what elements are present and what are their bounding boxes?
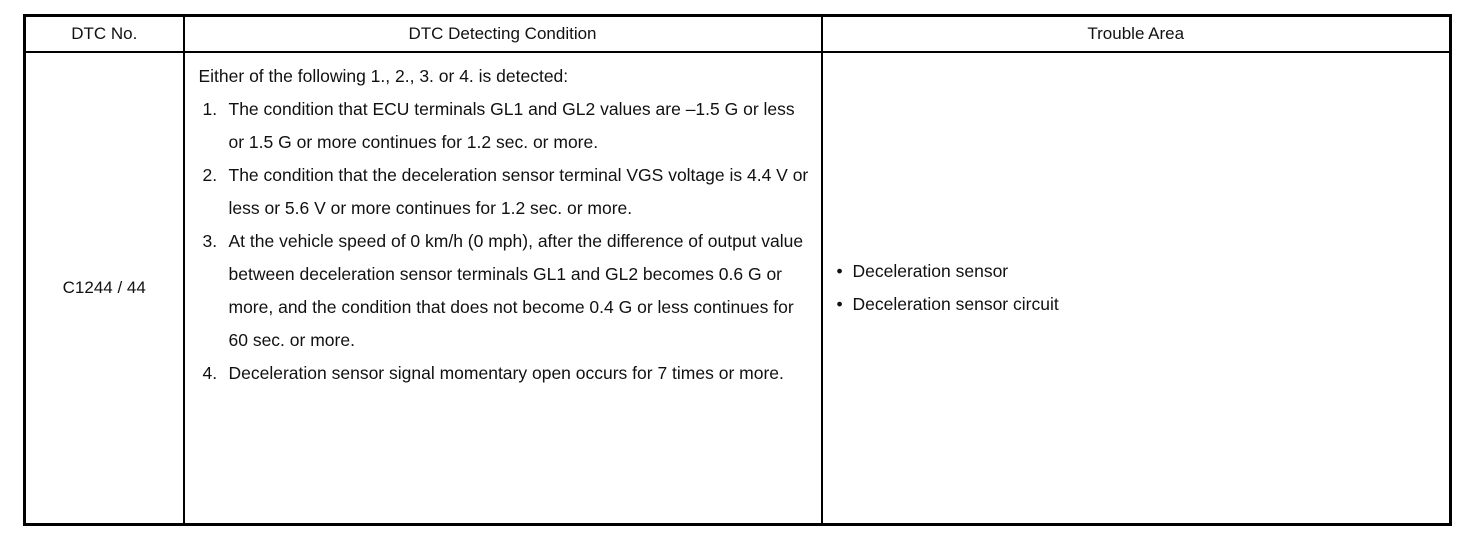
condition-text: At the vehicle speed of 0 km/h (0 mph), … [228,230,804,350]
table-header-row: DTC No. DTC Detecting Condition Trouble … [23,14,1452,53]
table-row: C1244 / 44 Either of the following 1., 2… [23,50,1452,526]
condition-item-1: 1. The condition that ECU terminals GL1 … [199,93,811,159]
condition-item-4: 4. Deceleration sensor signal momentary … [199,357,811,390]
header-trouble-area: Trouble Area [820,14,1452,53]
trouble-area-text: Deceleration sensor [852,260,1009,281]
condition-text: Deceleration sensor signal momentary ope… [228,362,784,383]
condition-number: 2. [202,164,218,185]
dtc-number-cell: C1244 / 44 [23,50,185,526]
bullet-icon: • [836,260,843,281]
condition-number: 1. [202,98,218,119]
bullet-icon: • [836,293,843,314]
trouble-area-cell: • Deceleration sensor • Deceleration sen… [820,50,1452,526]
detecting-condition-cell: Either of the following 1., 2., 3. or 4.… [182,50,823,526]
trouble-area-text: Deceleration sensor circuit [852,293,1059,314]
condition-item-2: 2. The condition that the deceleration s… [199,159,811,225]
condition-item-3: 3. At the vehicle speed of 0 km/h (0 mph… [199,225,811,357]
trouble-area-item-2: • Deceleration sensor circuit [837,288,1440,321]
trouble-area-item-1: • Deceleration sensor [837,255,1440,288]
condition-text: The condition that the deceleration sens… [228,164,809,218]
condition-intro: Either of the following 1., 2., 3. or 4.… [198,65,569,86]
condition-number: 3. [202,230,218,251]
condition-list: 1. The condition that ECU terminals GL1 … [199,93,811,390]
condition-number: 4. [202,362,218,383]
header-dtc-no: DTC No. [23,14,185,53]
dtc-number: C1244 / 44 [62,277,146,297]
dtc-table: DTC No. DTC Detecting Condition Trouble … [23,14,1452,526]
header-detecting-condition: DTC Detecting Condition [182,14,823,53]
condition-text: The condition that ECU terminals GL1 and… [228,98,795,152]
